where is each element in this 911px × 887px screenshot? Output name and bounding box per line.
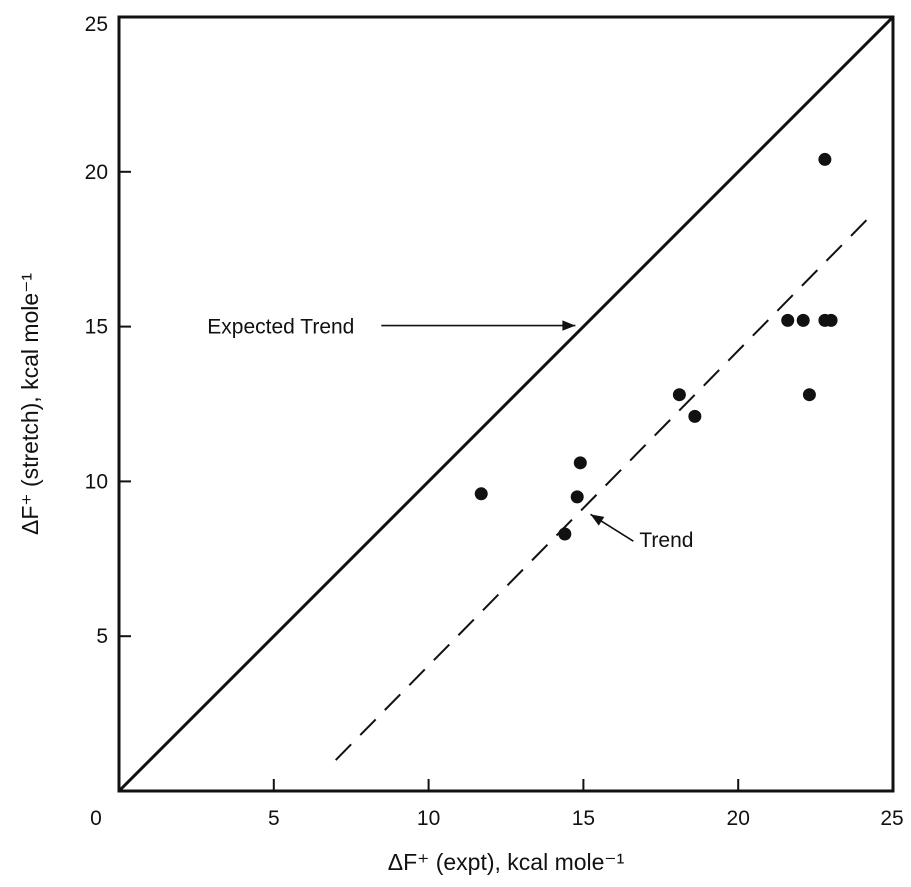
y-tick-label: 20 <box>85 161 108 184</box>
trend-label: Trend <box>639 529 693 552</box>
x-tick-label: 5 <box>268 807 280 830</box>
y-tick-label: 10 <box>85 470 108 493</box>
data-point <box>781 313 795 327</box>
trend-arrow-head <box>590 514 605 526</box>
data-point <box>688 409 702 423</box>
expected-trend-arrow-head <box>562 320 576 331</box>
plot-frame <box>117 15 895 793</box>
expected-trend-line <box>117 15 895 793</box>
y-axis-label: ΔF⁺ (stretch), kcal mole⁻¹ <box>17 273 43 535</box>
trend-line <box>335 211 876 761</box>
data-point <box>824 313 838 327</box>
data-point <box>802 388 816 402</box>
data-point <box>672 388 686 402</box>
expected-trend-label: Expected Trend <box>207 316 354 339</box>
y-tick-label: 25 <box>85 13 108 36</box>
data-point <box>570 490 584 504</box>
x-tick-label: 20 <box>727 807 750 830</box>
data-points <box>474 152 838 541</box>
x-tick-label: 15 <box>572 807 595 830</box>
y-tick-label: 15 <box>85 316 108 339</box>
data-point <box>796 313 810 327</box>
x-axis-ticks: 0 5 10 15 20 25 <box>90 779 904 830</box>
y-axis-ticks: 5 10 15 20 25 <box>85 13 131 648</box>
annotations: Expected Trend Trend <box>207 316 693 553</box>
data-point <box>818 152 832 166</box>
x-axis-label: ΔF⁺ (expt), kcal mole⁻¹ <box>388 849 625 875</box>
data-point <box>474 487 488 501</box>
x-tick-label: 0 <box>90 807 102 830</box>
x-tick-label: 10 <box>417 807 440 830</box>
data-point <box>558 527 572 541</box>
x-tick-label: 25 <box>880 807 903 830</box>
y-tick-label: 5 <box>96 625 108 648</box>
trend-lines <box>117 15 895 793</box>
data-point <box>573 456 587 470</box>
